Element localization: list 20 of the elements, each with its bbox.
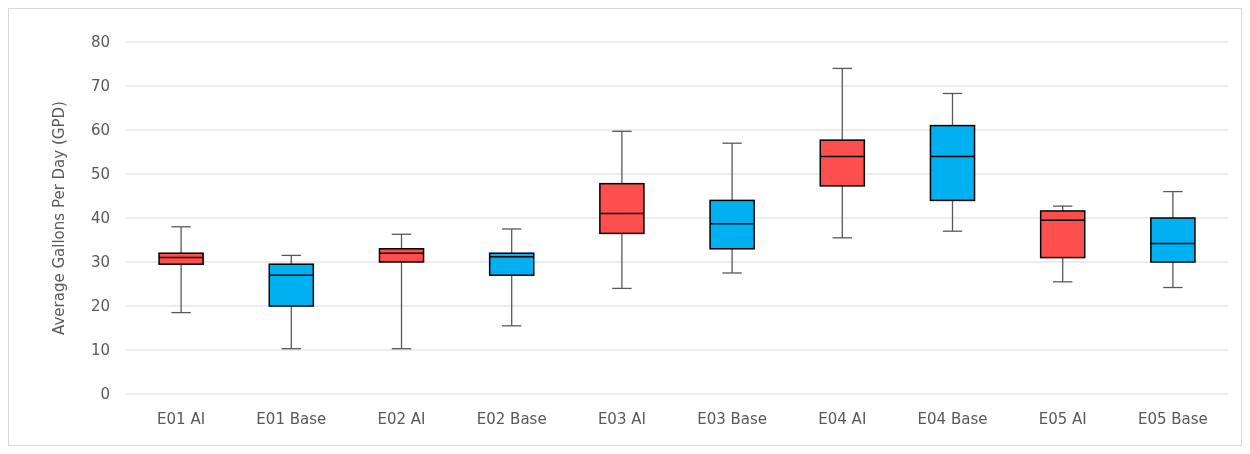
y-tick-label: 70 [90,77,110,96]
y-tick-label: 40 [90,209,110,228]
y-tick-label: 80 [90,33,110,52]
x-tick-label: E02 Base [476,410,547,428]
y-tick-label: 10 [90,341,110,360]
x-tick-label: E01 AI [157,410,206,428]
x-tick-label: E05 AI [1038,410,1087,428]
x-tick-label: E02 AI [377,410,426,428]
x-tick-label: E01 Base [256,410,327,428]
y-axis-title: Average Gallons Per Day (GPD) [50,101,68,335]
y-tick-label: 20 [90,297,110,316]
x-tick-label: E04 Base [917,410,988,428]
y-tick-label: 50 [90,165,110,184]
y-tick-label: 0 [100,385,110,404]
x-tick-label: E05 Base [1137,410,1208,428]
y-tick-label: 30 [90,253,110,272]
y-tick-label: 60 [90,121,110,140]
x-tick-label: E03 AI [597,410,646,428]
x-tick-label: E03 Base [697,410,768,428]
x-tick-label: E04 AI [818,410,867,428]
